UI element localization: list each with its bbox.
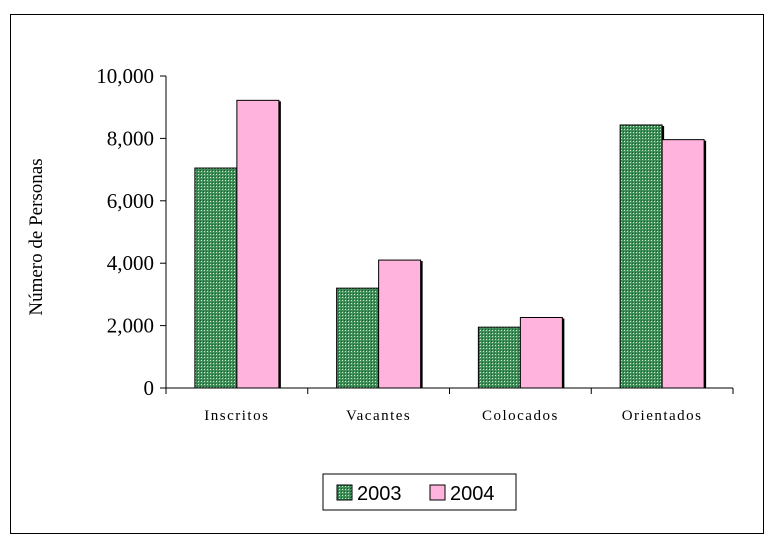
bar-2004-vacantes xyxy=(378,259,422,389)
x-tick-label: Colocados xyxy=(482,408,559,424)
y-tick-labels: 0 2,000 4,000 6,000 8,000 10,000 xyxy=(96,64,154,400)
bar-2004-colocados xyxy=(519,316,563,389)
bar-2004-inscritos xyxy=(236,99,280,389)
legend-label-2004: 2004 xyxy=(450,483,495,505)
y-tick-label: 10,000 xyxy=(96,64,154,88)
bar-2003-orientados xyxy=(619,124,663,389)
bar-2003-inscritos xyxy=(194,167,238,389)
bar-chart: 0 2,000 4,000 6,000 8,000 10,000 Inscritos Vac… xyxy=(26,64,734,511)
y-tick-label: 4,000 xyxy=(107,251,154,275)
legend-label-2003: 2003 xyxy=(357,483,402,505)
legend-swatch-2003 xyxy=(336,484,353,501)
bar-2003-colocados xyxy=(477,326,521,389)
legend-box xyxy=(322,473,517,511)
y-tick-label: 6,000 xyxy=(107,189,154,213)
y-axis-label: Número de Personas xyxy=(26,158,47,315)
y-tick-label: 8,000 xyxy=(107,126,154,150)
bar-2003-vacantes xyxy=(336,287,380,389)
x-tick-label: Vacantes xyxy=(346,408,411,424)
y-tick-label: 2,000 xyxy=(107,314,154,338)
legend-swatch-2004 xyxy=(429,484,446,501)
bars xyxy=(194,99,707,389)
x-tick-label: Inscritos xyxy=(204,408,269,424)
x-tick-labels: Inscritos Vacantes Colocados Orientados xyxy=(204,408,703,424)
legend: 2003 2004 xyxy=(322,473,517,511)
bar-2004-orientados xyxy=(661,139,705,389)
x-tick-label: Orientados xyxy=(622,408,703,424)
y-tick-label: 0 xyxy=(144,376,155,400)
